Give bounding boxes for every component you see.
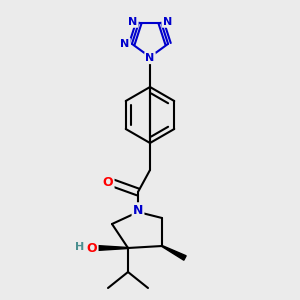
Text: O: O — [103, 176, 113, 190]
Text: N: N — [128, 16, 137, 27]
Text: N: N — [133, 203, 143, 217]
Polygon shape — [96, 245, 128, 250]
Text: N: N — [120, 39, 130, 49]
Text: H: H — [75, 242, 85, 252]
Polygon shape — [162, 246, 186, 260]
Text: O: O — [87, 242, 97, 256]
Text: N: N — [146, 53, 154, 63]
Text: N: N — [163, 16, 172, 27]
